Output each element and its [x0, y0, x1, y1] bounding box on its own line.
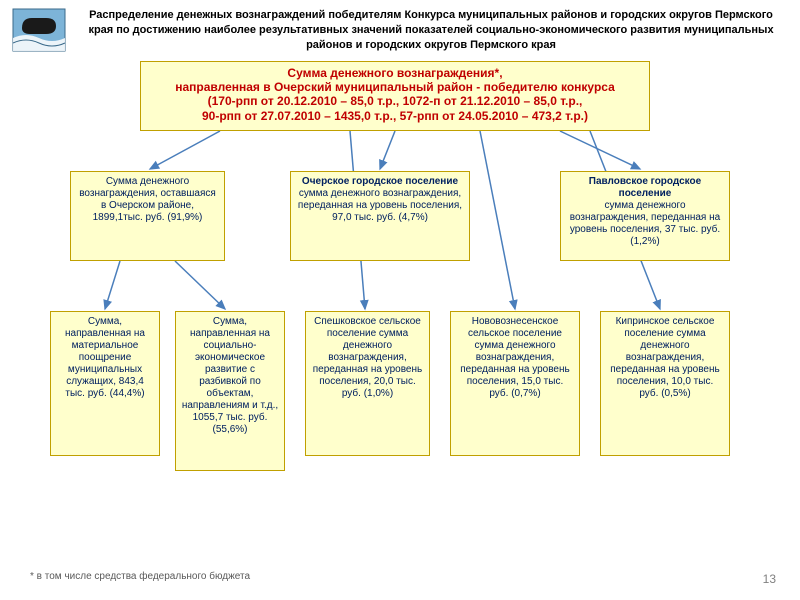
mid-box-pavlovskoe-settlement: Павловское городское поселение сумма ден… — [560, 171, 730, 261]
page-title: Распределение денежных вознаграждений по… — [74, 8, 788, 53]
b4-text: Нововознесенское сельское поселение сумм… — [460, 316, 569, 399]
region-logo — [12, 8, 66, 52]
m2-body: сумма денежного вознаграждения, переданн… — [296, 188, 464, 224]
bot-box-kiprinskoe: Кипринское сельское поселение сумма дене… — [600, 311, 730, 456]
top-line4: 90-рпп от 27.07.2010 – 1435,0 т.р., 57-р… — [146, 109, 644, 123]
top-line2: направленная в Очерский муниципальный ра… — [146, 80, 644, 94]
m2-title: Очерское городское поселение — [296, 176, 464, 188]
top-line1: Сумма денежного вознаграждения*, — [146, 66, 644, 80]
b3-text: Спешковское сельское поселение сумма ден… — [313, 316, 422, 399]
bot-box-socioeconomic-dev: Сумма, направленная на социально-экономи… — [175, 311, 285, 471]
m3-title: Павловское городское поселение — [566, 176, 724, 200]
bot-box-novovoznesenskoe: Нововознесенское сельское поселение сумм… — [450, 311, 580, 456]
m3-body: сумма денежного вознаграждения, переданн… — [566, 200, 724, 248]
b5-text: Кипринское сельское поселение сумма дене… — [610, 316, 719, 399]
bot-box-speshkovskoe: Спешковское сельское поселение сумма ден… — [305, 311, 430, 456]
page-number: 13 — [763, 572, 776, 586]
top-line3: (170-рпп от 20.12.2010 – 85,0 т.р., 1072… — [146, 94, 644, 108]
b2-text: Сумма, направленная на социально-экономи… — [182, 316, 278, 435]
m1-text: Сумма денежного вознаграждения, оставшая… — [79, 176, 216, 223]
b1-text: Сумма, направленная на материальное поощ… — [65, 316, 145, 399]
bot-box-material-incentive: Сумма, направленная на материальное поощ… — [50, 311, 160, 456]
top-summary-box: Сумма денежного вознаграждения*, направл… — [140, 61, 650, 131]
mid-box-ocherskoe-settlement: Очерское городское поселение сумма денеж… — [290, 171, 470, 261]
distribution-diagram: Сумма денежного вознаграждения*, направл… — [0, 61, 800, 521]
mid-box-district-remainder: Сумма денежного вознаграждения, оставшая… — [70, 171, 225, 261]
footnote: * в том числе средства федерального бюдж… — [30, 571, 250, 582]
